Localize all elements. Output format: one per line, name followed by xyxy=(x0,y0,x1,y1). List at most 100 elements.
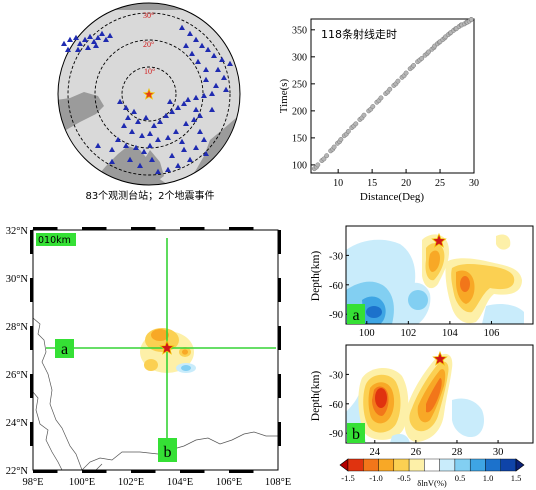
colorbar-cell xyxy=(485,458,501,472)
colorbar-cell xyxy=(424,458,440,472)
station-triangle-icon xyxy=(95,34,101,40)
station-triangle-icon xyxy=(197,112,203,118)
ring-10deg xyxy=(121,66,177,122)
station-triangle-icon xyxy=(115,136,121,142)
map-tick-labels: 98°E 100°E 102°E 104°E 106°E 108°E 22°N 24°N 26°… xyxy=(6,226,291,488)
station-triangle-icon xyxy=(95,142,101,148)
scatter-xtick-label: 30 xyxy=(469,178,479,189)
colorbar-cell xyxy=(347,458,364,472)
station-triangle-icon xyxy=(173,128,179,134)
event-star-icon xyxy=(142,87,156,100)
station-triangle-icon xyxy=(209,90,215,96)
station-triangle-icon xyxy=(155,136,161,142)
station-triangle-icon xyxy=(179,24,185,30)
section-a-panel: 100 102 104 106 -30 -60 -90 a Depth(km) xyxy=(310,225,534,339)
map-frame-segment xyxy=(278,326,281,350)
colorbar-cell xyxy=(378,458,395,472)
station-triangle-icon xyxy=(125,114,131,120)
map-frame-segment xyxy=(82,227,107,230)
map-frame-segment xyxy=(278,374,281,398)
ring-20deg xyxy=(94,39,204,149)
station-triangle-icon xyxy=(91,38,97,44)
station-triangle-icon xyxy=(191,116,197,122)
map-frame-segment xyxy=(33,470,58,473)
scatter-axes: 10 15 20 25 30 100 150 200 250 300 350 xyxy=(292,25,479,189)
colorbar-cell xyxy=(408,458,425,472)
section-xtick-label: 28 xyxy=(452,447,463,458)
map-xtick-label: 102°E xyxy=(118,477,144,488)
scatter-point xyxy=(361,112,367,118)
station-triangle-icon xyxy=(149,156,155,162)
map-event-star-icon xyxy=(159,339,175,355)
station-triangle-icon xyxy=(135,118,141,124)
map-ytick-label: 30°N xyxy=(6,274,29,285)
station-triangle-icon xyxy=(187,156,193,162)
colorbar-cell xyxy=(515,458,525,472)
section-a-label: a xyxy=(352,307,359,324)
scatter-ytick-label: 200 xyxy=(292,106,307,117)
section-ytick-label: -30 xyxy=(329,370,343,381)
scatter-point xyxy=(395,78,401,84)
section-b-label-bg xyxy=(347,423,365,443)
section-xtick-label: 24 xyxy=(370,447,381,458)
ring-30deg xyxy=(67,12,231,176)
section-a-ylabel: Depth(km) xyxy=(310,251,322,302)
map-frame-segment xyxy=(82,470,107,473)
section-ytick-label: -90 xyxy=(329,429,343,440)
station-triangle-icon xyxy=(155,168,161,174)
station-triangle-icon xyxy=(157,118,163,124)
scatter-points xyxy=(311,17,474,172)
colorbar-tick-label: 0.5 xyxy=(455,473,466,483)
map-frame-segment xyxy=(278,230,281,254)
map-frame-segment xyxy=(180,227,205,230)
map-frame xyxy=(30,227,281,473)
station-triangle-icon xyxy=(169,152,175,158)
station-triangle-icon xyxy=(147,142,153,148)
station-triangle-icon xyxy=(181,100,187,106)
ring-label-20: 20° xyxy=(143,40,154,49)
station-triangle-icon xyxy=(103,36,109,42)
ring-label-10: 10° xyxy=(144,67,155,76)
station-triangle-icon xyxy=(201,136,207,142)
map-ytick-label: 32°N xyxy=(6,226,29,237)
colorbar-cell xyxy=(454,458,471,472)
station-triangle-icon xyxy=(203,150,209,156)
map-frame-segment xyxy=(229,470,254,473)
map-xtick-label: 98°E xyxy=(22,477,43,488)
station-triangle-icon xyxy=(197,128,203,134)
colorbar-tick-label: -1.5 xyxy=(341,473,354,483)
station-triangle-icon xyxy=(77,40,83,46)
scatter-xlabel: Distance(Deg) xyxy=(360,191,424,203)
scatter-point xyxy=(403,70,409,76)
map-ytick-label: 24°N xyxy=(6,418,29,429)
colorbar: -1.5 -1.0 -0.5 0.5 1.0 1.5 δlnV(%) xyxy=(339,458,525,488)
map-frame-segment xyxy=(278,422,281,446)
scatter-point xyxy=(426,49,431,55)
colorbar-tick-label: 1.5 xyxy=(511,473,522,483)
station-triangle-icon xyxy=(169,108,175,114)
station-triangle-icon xyxy=(129,128,135,134)
station-triangle-icon xyxy=(175,162,181,168)
station-triangle-icon xyxy=(73,34,79,40)
profile-a-label-bg xyxy=(55,339,74,358)
map-frame-segment xyxy=(180,470,205,473)
colorbar-tick-label: -1.0 xyxy=(369,473,382,483)
ring-label-30: 30° xyxy=(143,11,154,20)
map-frame-segment xyxy=(30,374,33,398)
map-xtick-label: 106°E xyxy=(216,477,242,488)
profile-a-label: a xyxy=(61,341,68,358)
globe-panel: 10° 20° 30° 83个观测台站；2个地震事件 xyxy=(57,2,241,202)
station-triangle-icon xyxy=(61,40,67,46)
station-triangle-icon xyxy=(123,142,129,148)
station-triangle-icon xyxy=(93,42,99,48)
station-triangle-icon xyxy=(167,98,173,104)
colorbar-cell xyxy=(363,458,379,472)
section-xtick-label: 106 xyxy=(484,328,500,339)
section-ytick-label: -90 xyxy=(329,310,343,321)
profile-b-label-bg xyxy=(158,438,177,462)
station-triangle-icon xyxy=(133,144,139,150)
station-triangle-icon xyxy=(117,98,123,104)
station-triangle-icon xyxy=(201,92,207,98)
station-triangle-icon xyxy=(213,82,219,88)
